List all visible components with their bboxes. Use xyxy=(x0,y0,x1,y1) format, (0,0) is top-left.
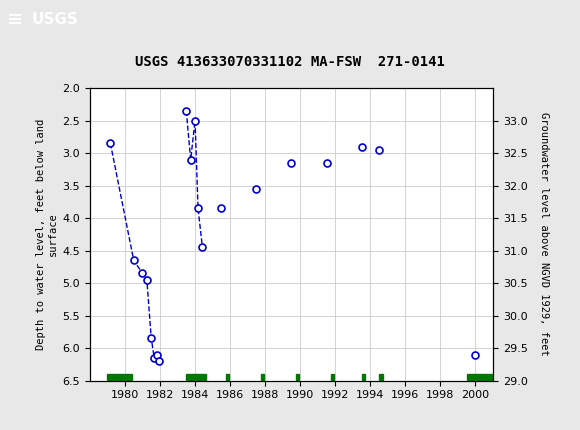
Y-axis label: Depth to water level, feet below land
surface: Depth to water level, feet below land su… xyxy=(36,119,58,350)
Bar xyxy=(296,375,299,380)
Bar xyxy=(186,375,205,380)
Bar xyxy=(467,375,493,380)
Bar xyxy=(261,375,264,380)
Y-axis label: Groundwater level above NGVD 1929, feet: Groundwater level above NGVD 1929, feet xyxy=(539,113,549,356)
Text: USGS: USGS xyxy=(32,12,79,27)
Text: ≡: ≡ xyxy=(7,10,23,29)
Bar xyxy=(331,375,335,380)
Bar xyxy=(361,375,365,380)
Bar xyxy=(379,375,383,380)
Text: USGS 413633070331102 MA-FSW  271-0141: USGS 413633070331102 MA-FSW 271-0141 xyxy=(135,55,445,69)
Bar xyxy=(107,375,132,380)
Legend: Period of approved data: Period of approved data xyxy=(196,429,387,430)
Bar xyxy=(226,375,229,380)
